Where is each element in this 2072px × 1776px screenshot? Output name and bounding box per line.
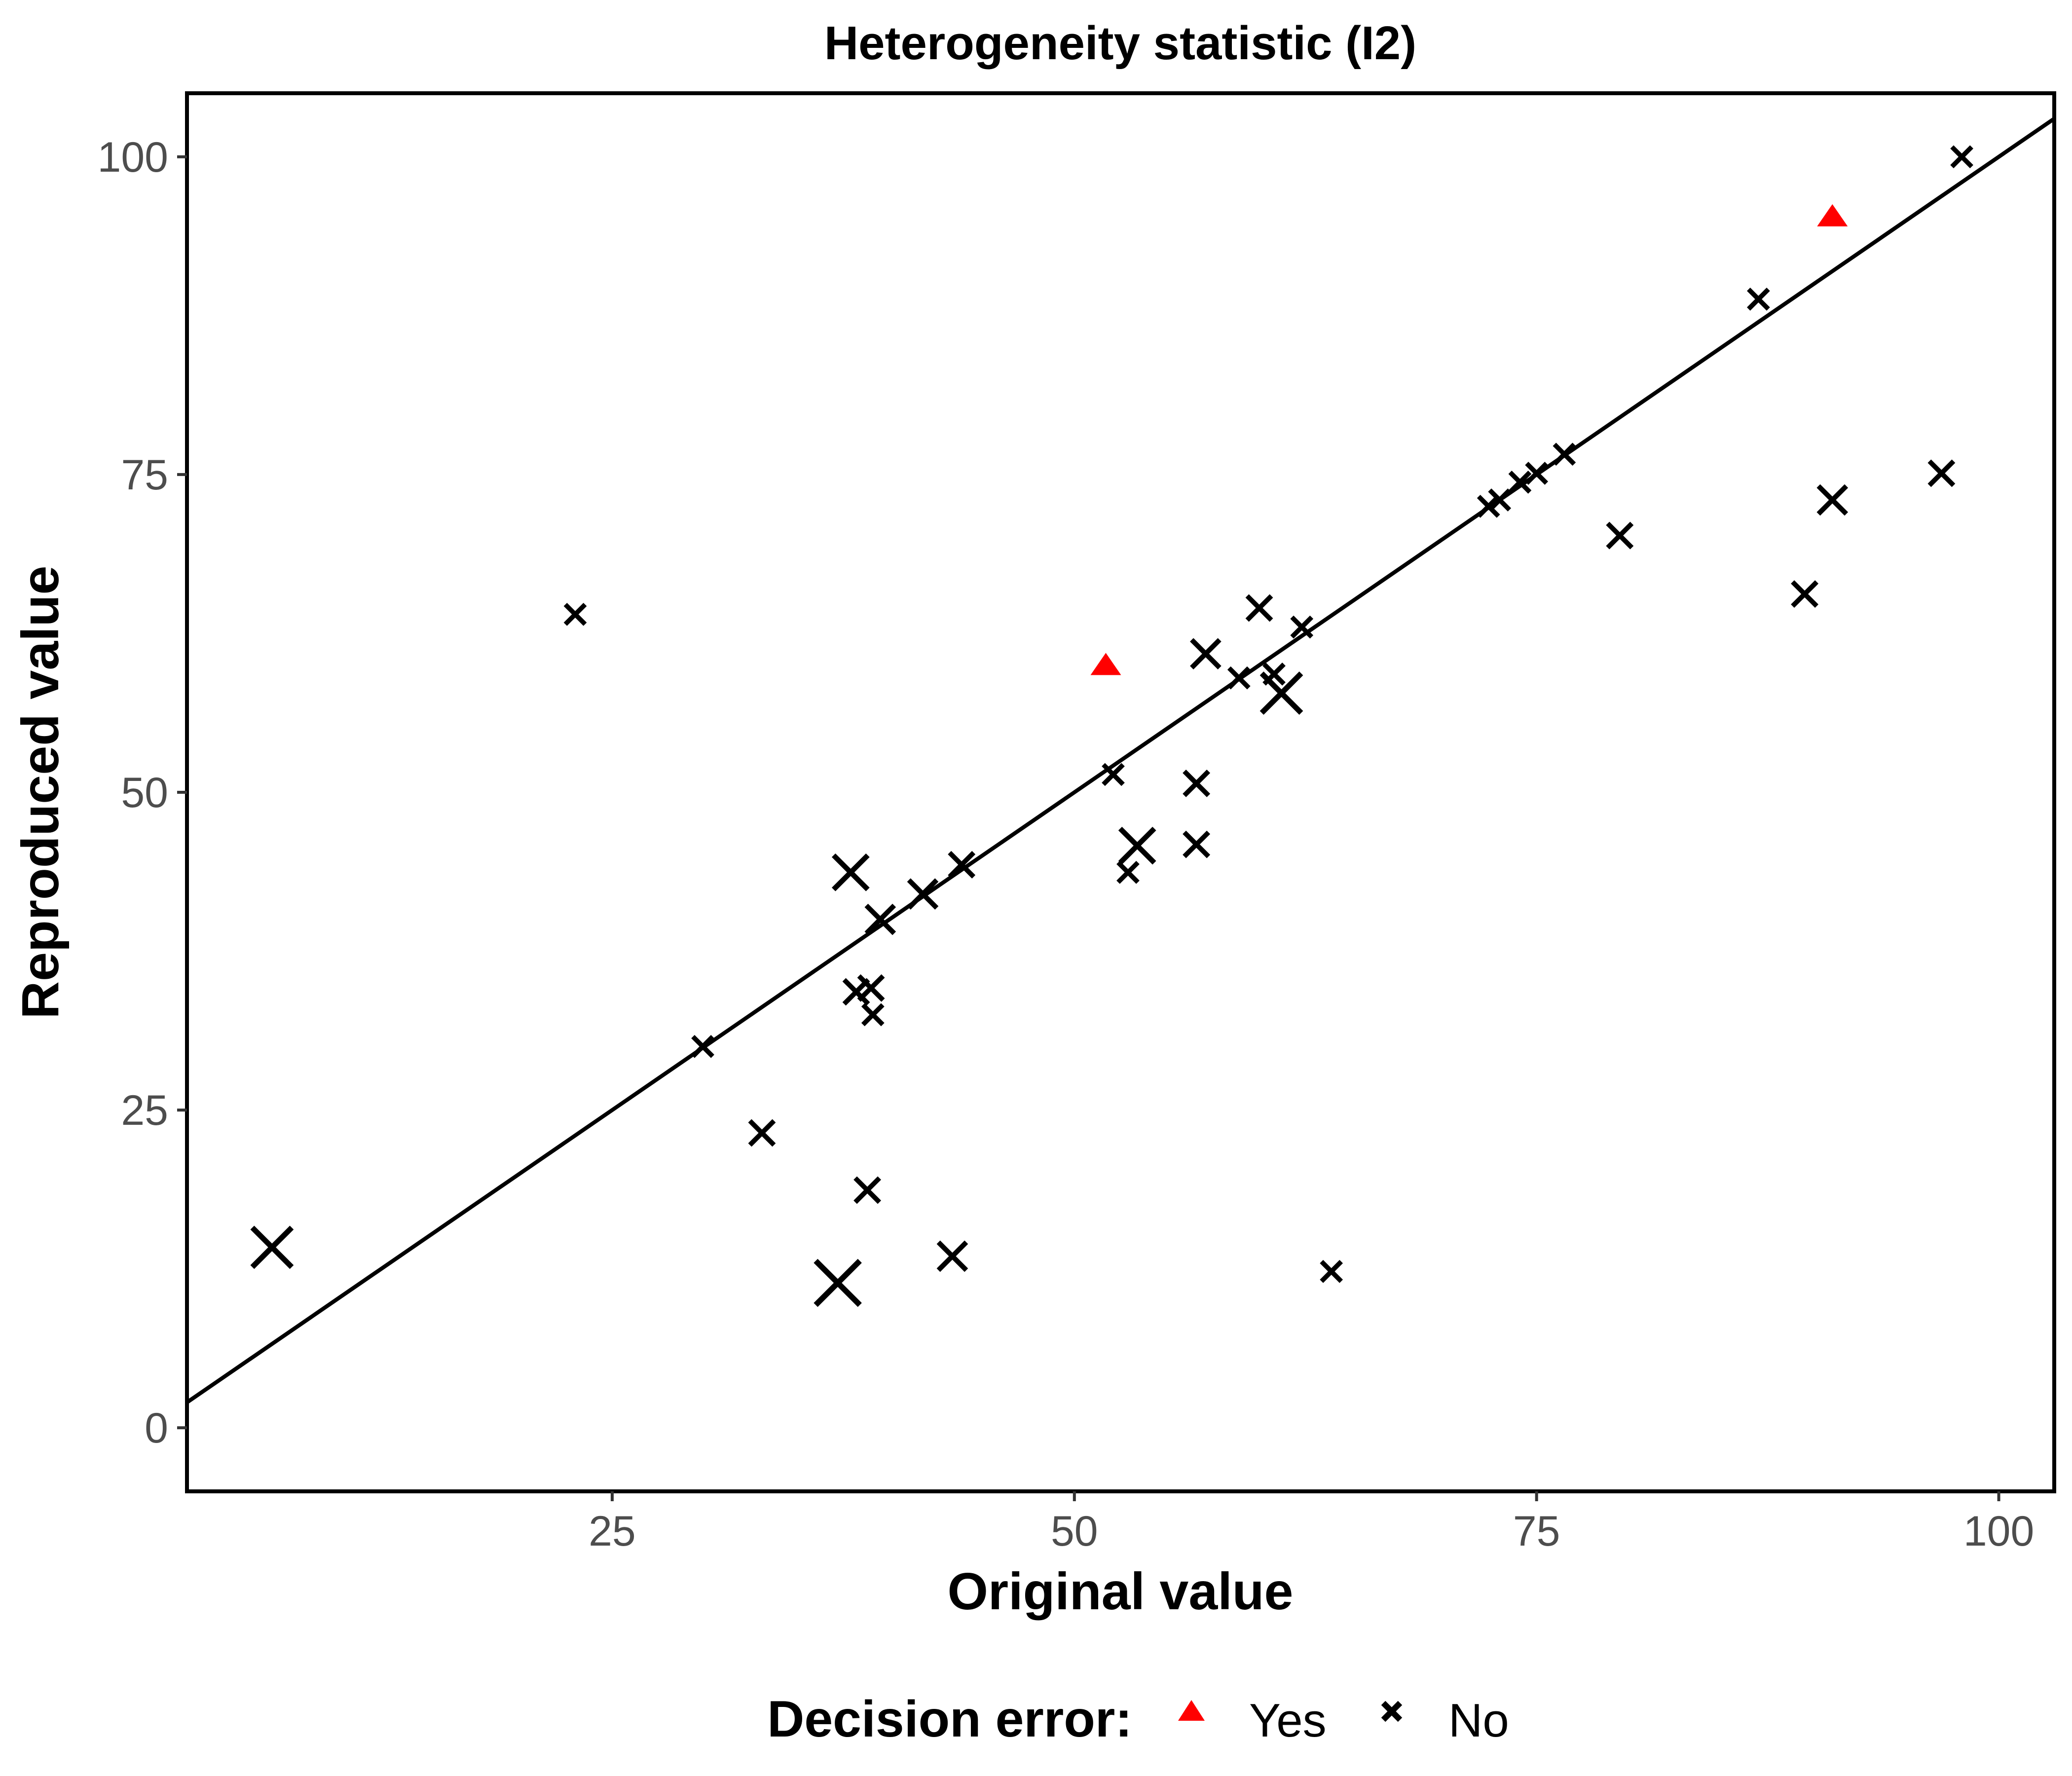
legend-title: Decision error: (767, 1691, 1132, 1748)
point-decision-error-no (1183, 830, 1211, 858)
point-decision-error-no (1116, 860, 1140, 884)
point-decision-error-no (1320, 1259, 1343, 1283)
point-decision-error-no (563, 602, 587, 626)
point-decision-error-no (1259, 671, 1303, 715)
point-decision-error-no (1508, 471, 1532, 494)
point-decision-error-no (1245, 594, 1273, 622)
point-decision-error-no (1118, 826, 1156, 865)
y-axis: 0 25 50 75 100 (98, 134, 187, 1452)
plot-area (185, 91, 2056, 1493)
point-decision-error-no (1290, 615, 1314, 639)
point-decision-error-no (907, 878, 939, 910)
point-decision-error-no (1477, 494, 1500, 518)
legend-triangle-marker (1178, 1700, 1205, 1721)
point-decision-error-no (1102, 763, 1125, 786)
point-decision-error-no (864, 903, 896, 935)
point-decision-error-yes (1817, 204, 1848, 226)
point-decision-error-no (936, 1240, 968, 1272)
point-decision-error-no (1791, 580, 1819, 608)
point-decision-error-no (832, 853, 870, 891)
legend-label-yes: Yes (1249, 1694, 1327, 1747)
legend-item-no: No (1381, 1694, 1509, 1747)
legend: Decision error: Yes No (767, 1691, 1509, 1748)
point-decision-error-no (1190, 638, 1221, 669)
identity-line (187, 117, 2054, 1404)
point-decision-error-no (1183, 770, 1211, 797)
point-decision-error-no (691, 1035, 714, 1058)
plot-frame (185, 91, 2056, 1493)
y-tick-label: 75 (121, 451, 168, 499)
point-decision-error-no (857, 974, 885, 1002)
point-decision-error-no (948, 851, 976, 879)
x-axis: 25 50 75 100 (589, 1491, 2034, 1555)
point-decision-error-no (1553, 443, 1576, 466)
point-decision-error-no (1606, 521, 1634, 550)
y-tick-label: 100 (98, 134, 169, 181)
chart-title: Heterogeneity statistic (I2) (824, 17, 1416, 70)
point-decision-error-yes (1090, 653, 1121, 675)
x-tick-label: 75 (1513, 1508, 1560, 1555)
point-decision-error-no (861, 1003, 885, 1027)
x-tick-label: 25 (589, 1508, 636, 1555)
y-tick-label: 25 (121, 1087, 168, 1134)
y-tick-label: 0 (145, 1405, 168, 1452)
point-decision-error-no (814, 1258, 862, 1307)
point-decision-error-no (853, 1176, 882, 1204)
point-decision-error-no (1525, 461, 1549, 485)
legend-item-yes: Yes (1178, 1694, 1327, 1747)
point-decision-error-no (1950, 145, 1973, 169)
x-tick-label: 50 (1051, 1508, 1098, 1555)
point-decision-error-no (1927, 459, 1956, 487)
point-decision-error-no (1816, 484, 1849, 516)
legend-label-no: No (1448, 1694, 1509, 1747)
point-decision-error-no (250, 1225, 294, 1269)
point-decision-error-no (1488, 488, 1512, 512)
point-decision-error-no (1747, 288, 1770, 311)
point-decision-error-no (1227, 666, 1251, 690)
y-axis-label: Reproduced value (11, 566, 70, 1019)
x-tick-label: 100 (1963, 1508, 2035, 1555)
point-decision-error-no (748, 1119, 776, 1147)
x-axis-label: Original value (947, 1562, 1293, 1621)
y-tick-label: 50 (121, 769, 168, 816)
legend-cross-marker (1381, 1701, 1403, 1722)
